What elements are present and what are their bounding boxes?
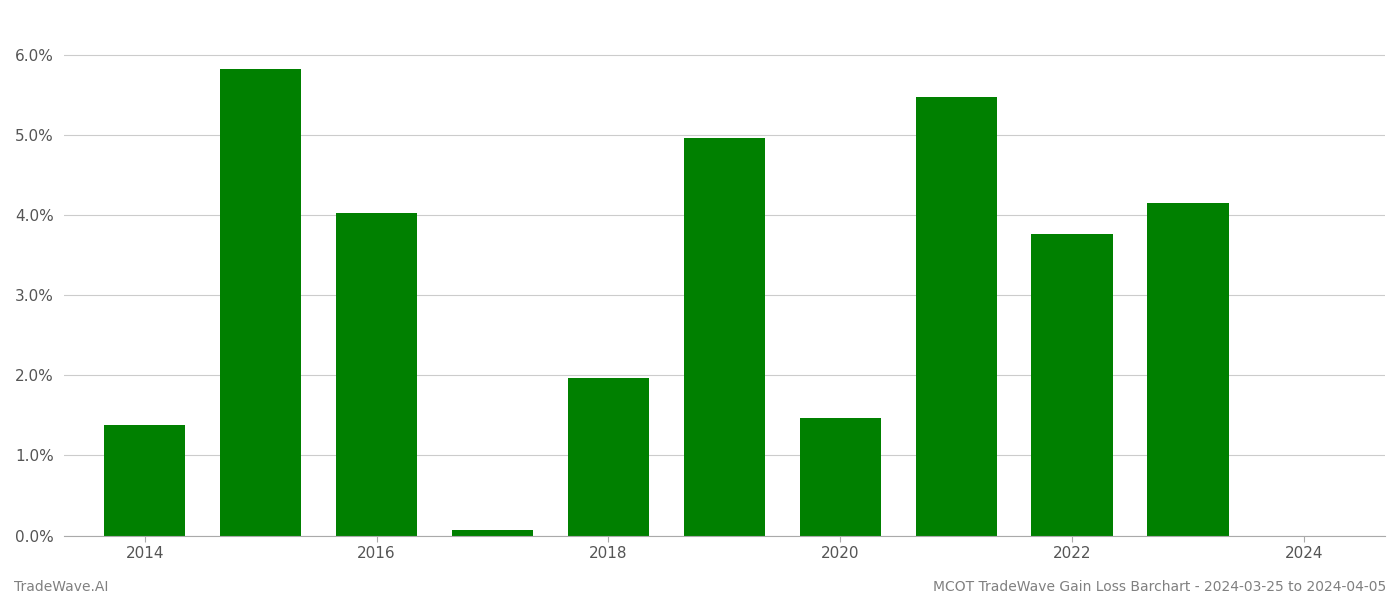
Bar xyxy=(683,137,764,536)
Bar xyxy=(1032,233,1113,536)
Bar xyxy=(452,530,533,536)
Bar xyxy=(568,378,650,536)
Bar xyxy=(799,418,881,536)
Bar xyxy=(104,425,185,536)
Bar xyxy=(336,213,417,536)
Text: MCOT TradeWave Gain Loss Barchart - 2024-03-25 to 2024-04-05: MCOT TradeWave Gain Loss Barchart - 2024… xyxy=(932,580,1386,594)
Bar xyxy=(220,70,301,536)
Bar xyxy=(1148,203,1229,536)
Bar xyxy=(916,97,997,536)
Text: TradeWave.AI: TradeWave.AI xyxy=(14,580,108,594)
